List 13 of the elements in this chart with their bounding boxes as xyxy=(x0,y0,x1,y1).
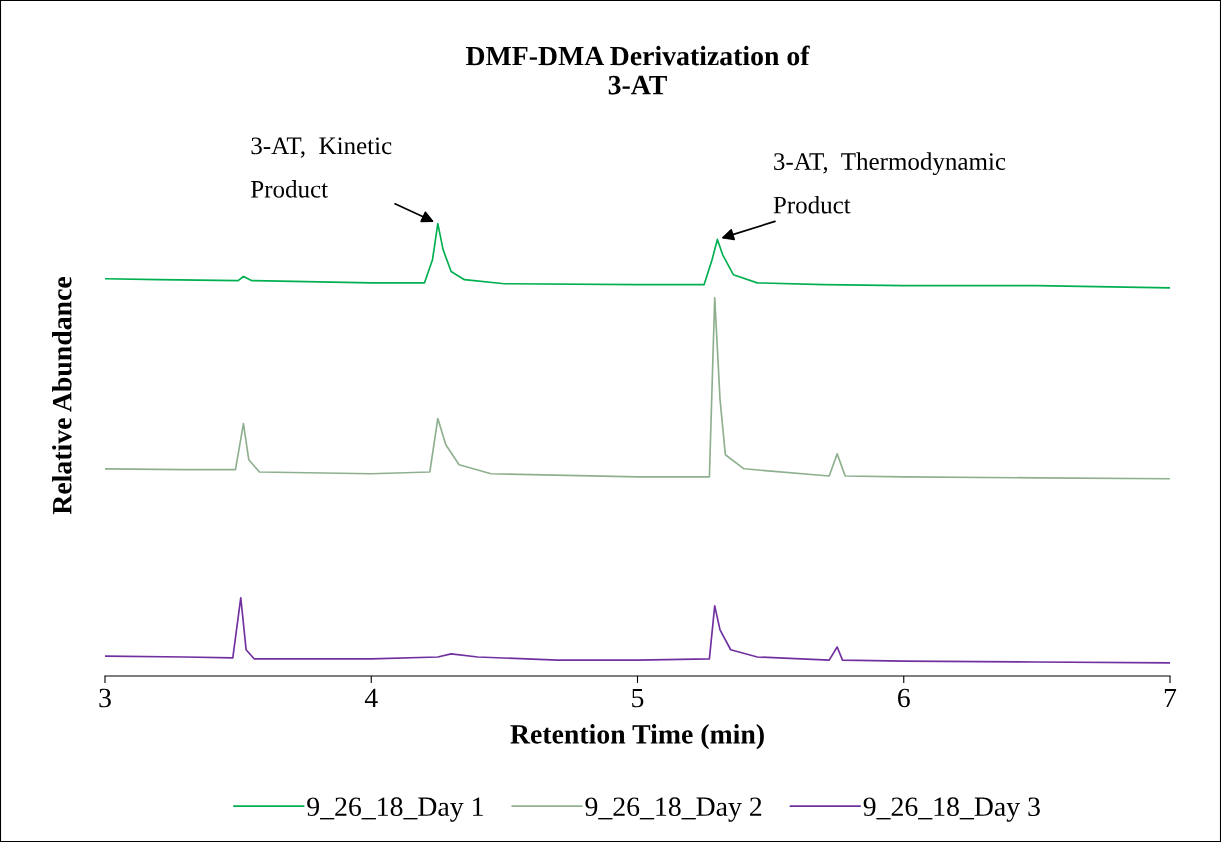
annotation: 3-AT, Kinetic Product xyxy=(251,137,392,198)
chart-title: DMF-DMA Derivatization of 3-AT xyxy=(465,45,810,95)
legend-label: 9_26_18_Day 2 xyxy=(585,797,762,822)
legend-label: 9_26_18_Day 3 xyxy=(863,797,1040,822)
x-axis-title: Retention Time (min) xyxy=(510,724,764,750)
x-tick-label: 5 xyxy=(632,688,644,708)
x-tick-label: 4 xyxy=(364,688,378,708)
annotation: 3-AT, Thermodynamic Product xyxy=(773,152,1006,214)
y-axis-title: Relative Abundance xyxy=(52,276,72,515)
x-tick-label: 7 xyxy=(1164,688,1177,708)
x-tick-label: 3 xyxy=(99,688,111,708)
legend-label: 9_26_18_Day 1 xyxy=(307,797,483,822)
x-tick-label: 6 xyxy=(898,688,910,708)
